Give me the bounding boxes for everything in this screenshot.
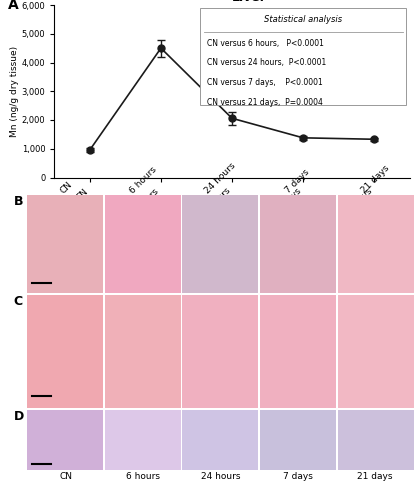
Text: 24 hours: 24 hours <box>201 472 240 482</box>
Text: CN versus 7 days,    P<0.0001: CN versus 7 days, P<0.0001 <box>207 78 323 88</box>
Text: D: D <box>13 410 24 423</box>
Text: C: C <box>13 295 23 308</box>
Text: 21 days: 21 days <box>357 472 393 482</box>
Text: B: B <box>13 195 23 208</box>
Text: CN versus 24 hours,  P<0.0001: CN versus 24 hours, P<0.0001 <box>207 58 326 68</box>
Text: CN: CN <box>59 472 72 482</box>
Text: 6 hours: 6 hours <box>126 472 160 482</box>
Text: CN: CN <box>58 180 74 195</box>
Text: 21 days: 21 days <box>359 164 391 195</box>
Text: Statistical analysis: Statistical analysis <box>264 16 342 24</box>
Text: 7 days: 7 days <box>283 472 313 482</box>
Text: CN versus 6 hours,   P<0.0001: CN versus 6 hours, P<0.0001 <box>207 38 324 48</box>
Bar <box>200 8 406 105</box>
Text: 6 hours: 6 hours <box>128 164 158 195</box>
Text: 7 days: 7 days <box>284 168 311 195</box>
Text: 24 hours: 24 hours <box>203 160 238 195</box>
Y-axis label: Mn (ng/g dry tissue): Mn (ng/g dry tissue) <box>10 46 19 137</box>
Title: Liver: Liver <box>232 0 267 4</box>
Text: CN versus 21 days,  P=0.0004: CN versus 21 days, P=0.0004 <box>207 98 323 107</box>
Text: A: A <box>8 0 19 12</box>
